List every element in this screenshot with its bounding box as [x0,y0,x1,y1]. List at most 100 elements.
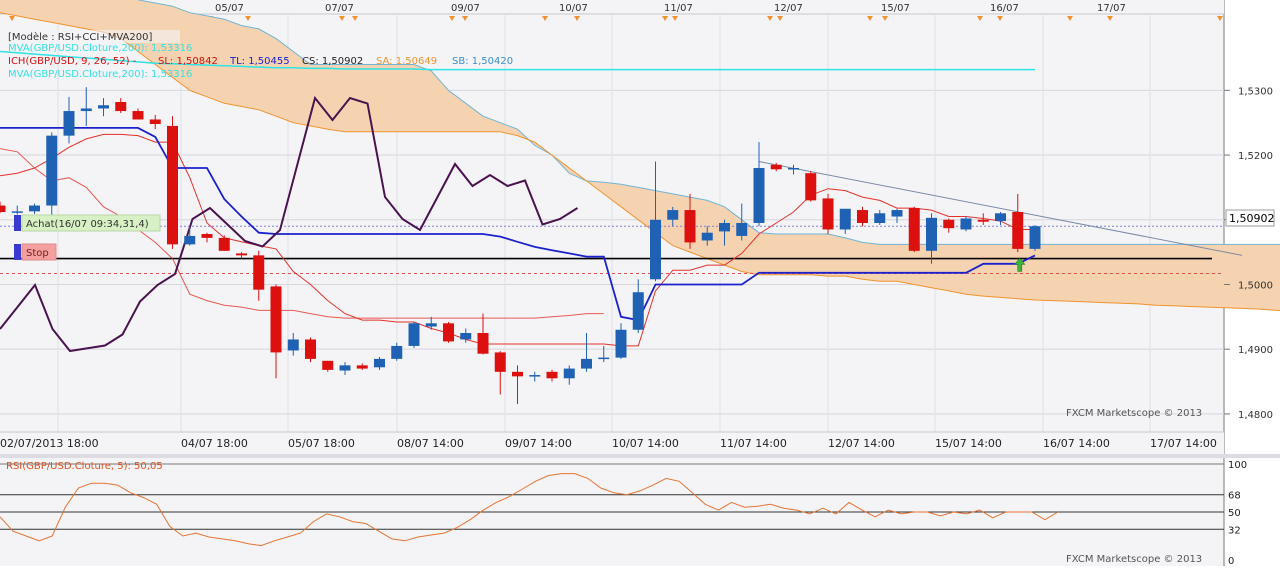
candle [132,108,144,120]
candle-body [753,168,765,223]
candle-body [253,255,265,290]
candle [857,206,868,227]
candle-body [926,217,937,251]
candle-body [1012,212,1024,249]
candle-body [632,292,644,330]
candle-body [115,102,127,112]
date-tick-label: 10/07 14:00 [612,437,679,450]
top-marker-icon [767,16,773,21]
candle-body [1029,226,1041,249]
candle-body [943,219,955,229]
date-tick-label: 16/07 14:00 [1043,437,1110,450]
date-tick-label: 05/07 18:00 [288,437,355,450]
top-marker-icon [462,16,468,21]
buy-arrow-shape [1014,257,1026,272]
chikou-span-line [0,148,604,319]
top-date-label: 10/07 [559,3,588,14]
legend-model: [Modèle : RSI+CCI+MVA200] [8,31,152,43]
date-tick-label: 12/07 14:00 [828,437,895,450]
candle [46,132,58,223]
top-marker-icon [672,16,678,21]
candle-body [960,218,972,230]
date-axis [0,432,1224,454]
candle-body [650,219,661,280]
candle [822,193,834,234]
candle [908,206,920,253]
candle [546,369,558,382]
candle-body [977,219,989,222]
rsi-tick-label: 32 [1228,525,1241,536]
candle [960,216,972,232]
mva-200-line [0,50,1035,71]
candle [494,351,506,395]
price-tick-label: 1,5200 [1238,151,1273,162]
candle [477,313,489,355]
candle [995,212,1006,225]
candle-body [788,168,799,170]
candle-body [0,205,6,212]
candle-body [529,375,541,377]
candle-body [322,360,334,370]
candle-body [908,208,920,251]
legend-mva-2: MVA(GBP/USD.Cloture,200): 1,53316 [8,69,192,80]
legend-sa: SA: 1,50649 [376,56,437,67]
stop-tag[interactable]: Stop [14,243,57,261]
current-price-tag: 1,50902 [1225,209,1275,227]
candle [339,362,351,376]
legend-mva: MVA(GBP/USD.Cloture,200): 1,53316 [8,43,192,54]
candle-body [701,232,713,241]
buy-arrow-icon[interactable] [1014,257,1026,272]
watermark-main: FXCM Marketscope © 2013 [1066,408,1202,419]
candle-body [546,371,558,379]
candle-body [408,323,420,346]
pane-separator[interactable] [0,454,1280,458]
senkou-span-b-line [0,12,1280,312]
candle-body [63,111,75,136]
top-date-label: 09/07 [451,3,480,14]
candle [391,342,403,361]
candle-body [736,223,748,236]
rsi-tick-label: 68 [1228,491,1241,502]
candle-body [132,111,144,120]
candle-body [874,213,886,223]
candle [736,203,748,241]
candle [287,333,299,356]
current-price-label: 1,50902 [1229,212,1275,225]
price-tick-label: 1,4800 [1238,410,1273,421]
top-marker-icon [867,16,873,21]
top-marker-icon [574,16,580,21]
candle-body [184,235,196,245]
legend-cs: CS: 1,50902 [302,56,363,67]
rsi-axis [1224,458,1280,566]
candle-body [356,365,368,369]
candle-body [995,213,1006,222]
kumo-cloud [0,0,1280,311]
candle [770,162,782,172]
candle-body [684,210,696,243]
candle [322,360,334,372]
top-marker-icon [352,16,358,21]
candle-body [477,333,489,354]
rsi-tick-label: 0 [1228,556,1234,566]
candle [788,164,799,175]
candle [98,98,109,117]
date-tick-label: 02/07/2013 18:00 [0,437,99,450]
candle-body [46,135,58,206]
candle-body [822,198,834,230]
candle [201,232,213,243]
trendline[interactable] [758,161,1243,256]
price-tick-label: 1,4900 [1238,345,1273,356]
rsi-line [0,473,1059,547]
candle-body [615,329,627,358]
candle [943,218,955,233]
achat-tag[interactable]: Achat(16/07 09:34,31,4) [14,214,161,232]
candle-body [770,164,782,170]
candle [581,333,592,372]
candle-body [581,358,592,369]
top-marker-icon [1217,16,1223,21]
legend-ich-prefix: ICH(GBP/USD, 9, 26, 52) - [8,56,137,67]
cci-line [0,95,579,353]
rsi-tick-label: 100 [1228,460,1247,471]
candle-body [287,339,299,351]
